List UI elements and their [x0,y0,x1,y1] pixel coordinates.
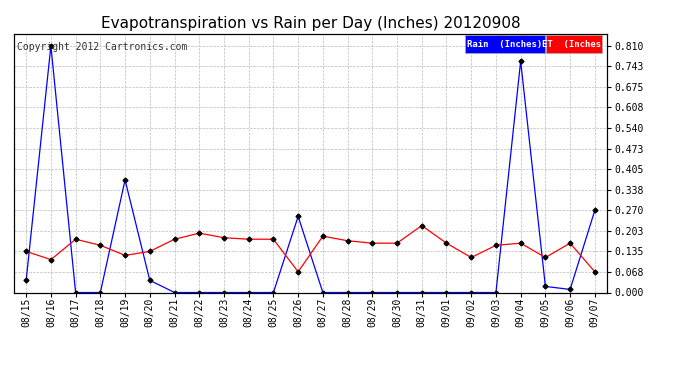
Text: Copyright 2012 Cartronics.com: Copyright 2012 Cartronics.com [17,42,187,51]
Text: Rain  (Inches): Rain (Inches) [467,40,542,49]
FancyBboxPatch shape [546,35,602,53]
FancyBboxPatch shape [465,35,545,53]
Text: ET  (Inches): ET (Inches) [542,40,607,49]
Title: Evapotranspiration vs Rain per Day (Inches) 20120908: Evapotranspiration vs Rain per Day (Inch… [101,16,520,31]
